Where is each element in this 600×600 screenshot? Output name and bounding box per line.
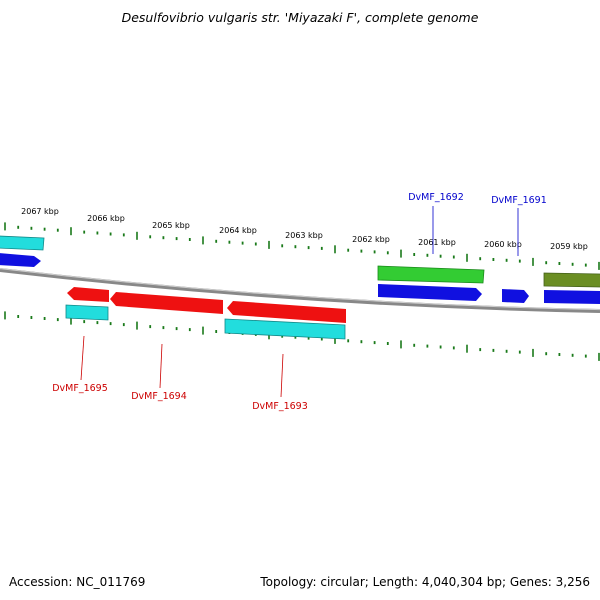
kbp-label: 2061 kbp — [418, 238, 456, 247]
kbp-label: 2064 kbp — [219, 226, 257, 235]
gene-feature-dvmf-1692-green[interactable] — [377, 265, 485, 284]
gene-feature-dvmf-1691[interactable] — [502, 289, 529, 303]
leader-line — [80, 335, 85, 381]
gene-feature-dvmf-1693-cyan[interactable] — [224, 318, 346, 340]
gene-labels: DvMF_1692 DvMF_1691 DvMF_1695 DvMF_1694 … — [52, 192, 547, 412]
gene-feature-dvmf-1692[interactable] — [378, 284, 482, 301]
gene-feature-dvmf-1695-cyan[interactable] — [65, 304, 109, 321]
kbp-labels: 2067 kbp 2066 kbp 2065 kbp 2064 kbp 2063… — [21, 207, 588, 251]
accession-text: Accession: NC_011769 — [9, 575, 145, 589]
kbp-label: 2060 kbp — [484, 240, 522, 249]
gene-feature-dvmf-1695[interactable] — [67, 287, 109, 302]
gene-feature[interactable] — [0, 235, 45, 251]
genome-backbone — [0, 268, 600, 313]
kbp-label: 2063 kbp — [285, 231, 323, 240]
gene-feature[interactable] — [543, 272, 600, 288]
gene-label-dvmf-1694[interactable]: DvMF_1694 — [131, 391, 187, 402]
leader-line — [280, 353, 284, 398]
kbp-label: 2062 kbp — [352, 235, 390, 244]
kbp-label: 2067 kbp — [21, 207, 59, 216]
label-leaders — [80, 206, 519, 398]
outer-tick-ring — [4, 222, 600, 270]
genome-title: Desulfovibrio vulgaris str. 'Miyazaki F'… — [122, 10, 479, 25]
gene-label-dvmf-1695[interactable]: DvMF_1695 — [52, 383, 108, 394]
gene-feature[interactable] — [544, 290, 600, 304]
leader-line — [159, 343, 163, 389]
gene-label-dvmf-1693[interactable]: DvMF_1693 — [252, 401, 308, 412]
gene-feature-dvmf-1693[interactable] — [227, 301, 346, 323]
kbp-label: 2066 kbp — [87, 214, 125, 223]
reverse-strand-features — [65, 287, 346, 340]
kbp-label: 2065 kbp — [152, 221, 190, 230]
genome-backbone-highlight — [0, 268, 600, 311]
gene-label-dvmf-1691[interactable]: DvMF_1691 — [491, 195, 547, 206]
forward-strand-features — [0, 235, 600, 304]
gene-feature-dvmf-1694[interactable] — [110, 292, 223, 314]
gene-label-dvmf-1692[interactable]: DvMF_1692 — [408, 192, 464, 203]
kbp-label: 2059 kbp — [550, 242, 588, 251]
gene-feature[interactable] — [0, 253, 41, 267]
genome-summary-text: Topology: circular; Length: 4,040,304 bp… — [259, 575, 590, 589]
